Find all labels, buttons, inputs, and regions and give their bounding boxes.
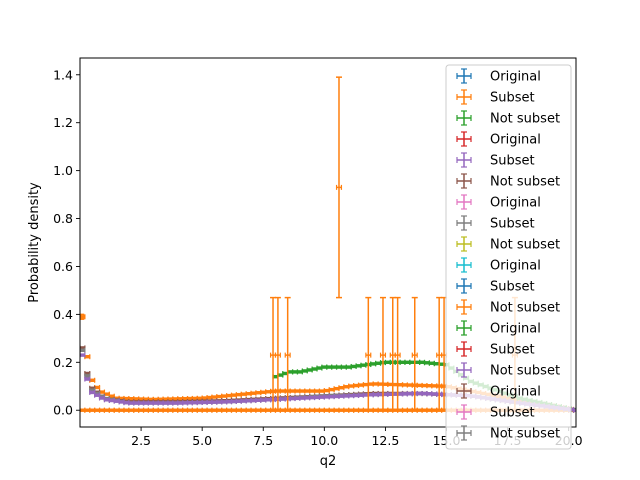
legend-label: Subset [490,280,535,295]
legend-label: Original [490,322,541,337]
errorbar-point [284,296,291,411]
y-tick-label: 1.0 [53,163,73,178]
legend-entry: Not subset [456,299,560,316]
legend-entry: Not subset [456,362,560,379]
legend-label: Original [490,385,541,400]
errorbar-point [335,76,343,299]
y-tick-label: 1.2 [53,115,73,130]
errorbar-point [411,296,418,411]
x-tick-label: 2.5 [131,433,151,448]
legend-label: Not subset [490,175,560,190]
errorbar-point [335,364,343,370]
legend: Original Subset Not subset Original Subset No… [445,64,572,450]
legend-label: Not subset [490,364,560,379]
legend-label: Subset [490,406,535,421]
legend-entry: Not subset [456,425,560,442]
legend-entry: Original [456,320,541,337]
x-tick-label: 12.5 [371,433,399,448]
errorbar-point [379,296,387,411]
legend-entry: Subset [456,341,535,358]
errorbar-point [152,400,159,406]
legend-entry: Original [456,131,541,148]
legend-entry: Original [456,257,541,274]
errorbar-point [572,407,576,413]
errorbar-point [377,381,384,387]
legend-label: Subset [490,91,535,106]
errorbar-point [84,376,91,382]
y-tick-label: 0.6 [53,259,73,274]
legend-entry: Not subset [456,236,560,253]
axes-frame [79,57,577,428]
legend-label: Not subset [490,112,560,127]
errorbar-point [365,296,372,411]
legend-entry: Original [456,383,541,400]
legend-entry: Subset [456,152,535,169]
x-tick-label: 7.5 [253,433,273,448]
y-tick-label: 1.4 [53,67,73,82]
x-axis-label: q2 [320,454,337,469]
legend-label: Not subset [490,301,560,316]
legend-entry: Subset [456,278,535,295]
legend-label: Subset [490,217,535,232]
x-tick-label: 5.0 [192,433,212,448]
errorbar-point [348,383,355,389]
y-tick-label: 0.2 [53,355,73,370]
errorbar-point [274,296,281,411]
legend-label: Subset [490,154,535,169]
legend-label: Not subset [490,427,560,442]
legend-entry: Subset [456,215,535,232]
legend-label: Subset [490,343,535,358]
legend-entry: Subset [456,404,535,421]
legend-entry: Subset [456,89,535,106]
errorbar-point [394,296,401,411]
legend-label: Original [490,259,541,274]
legend-entry: Not subset [456,173,560,190]
legend-entry: Not subset [456,110,560,127]
legend-label: Not subset [490,238,560,253]
legend-frame [445,64,572,450]
legend-label: Original [490,70,541,85]
legend-entry: Original [456,194,541,211]
errorbar-point [80,313,85,320]
y-tick-label: 0.4 [53,307,73,322]
y-axis-label: Probability density [27,182,42,303]
y-tick-label: 0.8 [53,211,73,226]
legend-entry: Original [456,68,541,85]
y-tick-label: 0.0 [53,403,73,418]
legend-label: Original [490,196,541,211]
x-tick-label: 10.0 [310,433,338,448]
legend-label: Original [490,133,541,148]
